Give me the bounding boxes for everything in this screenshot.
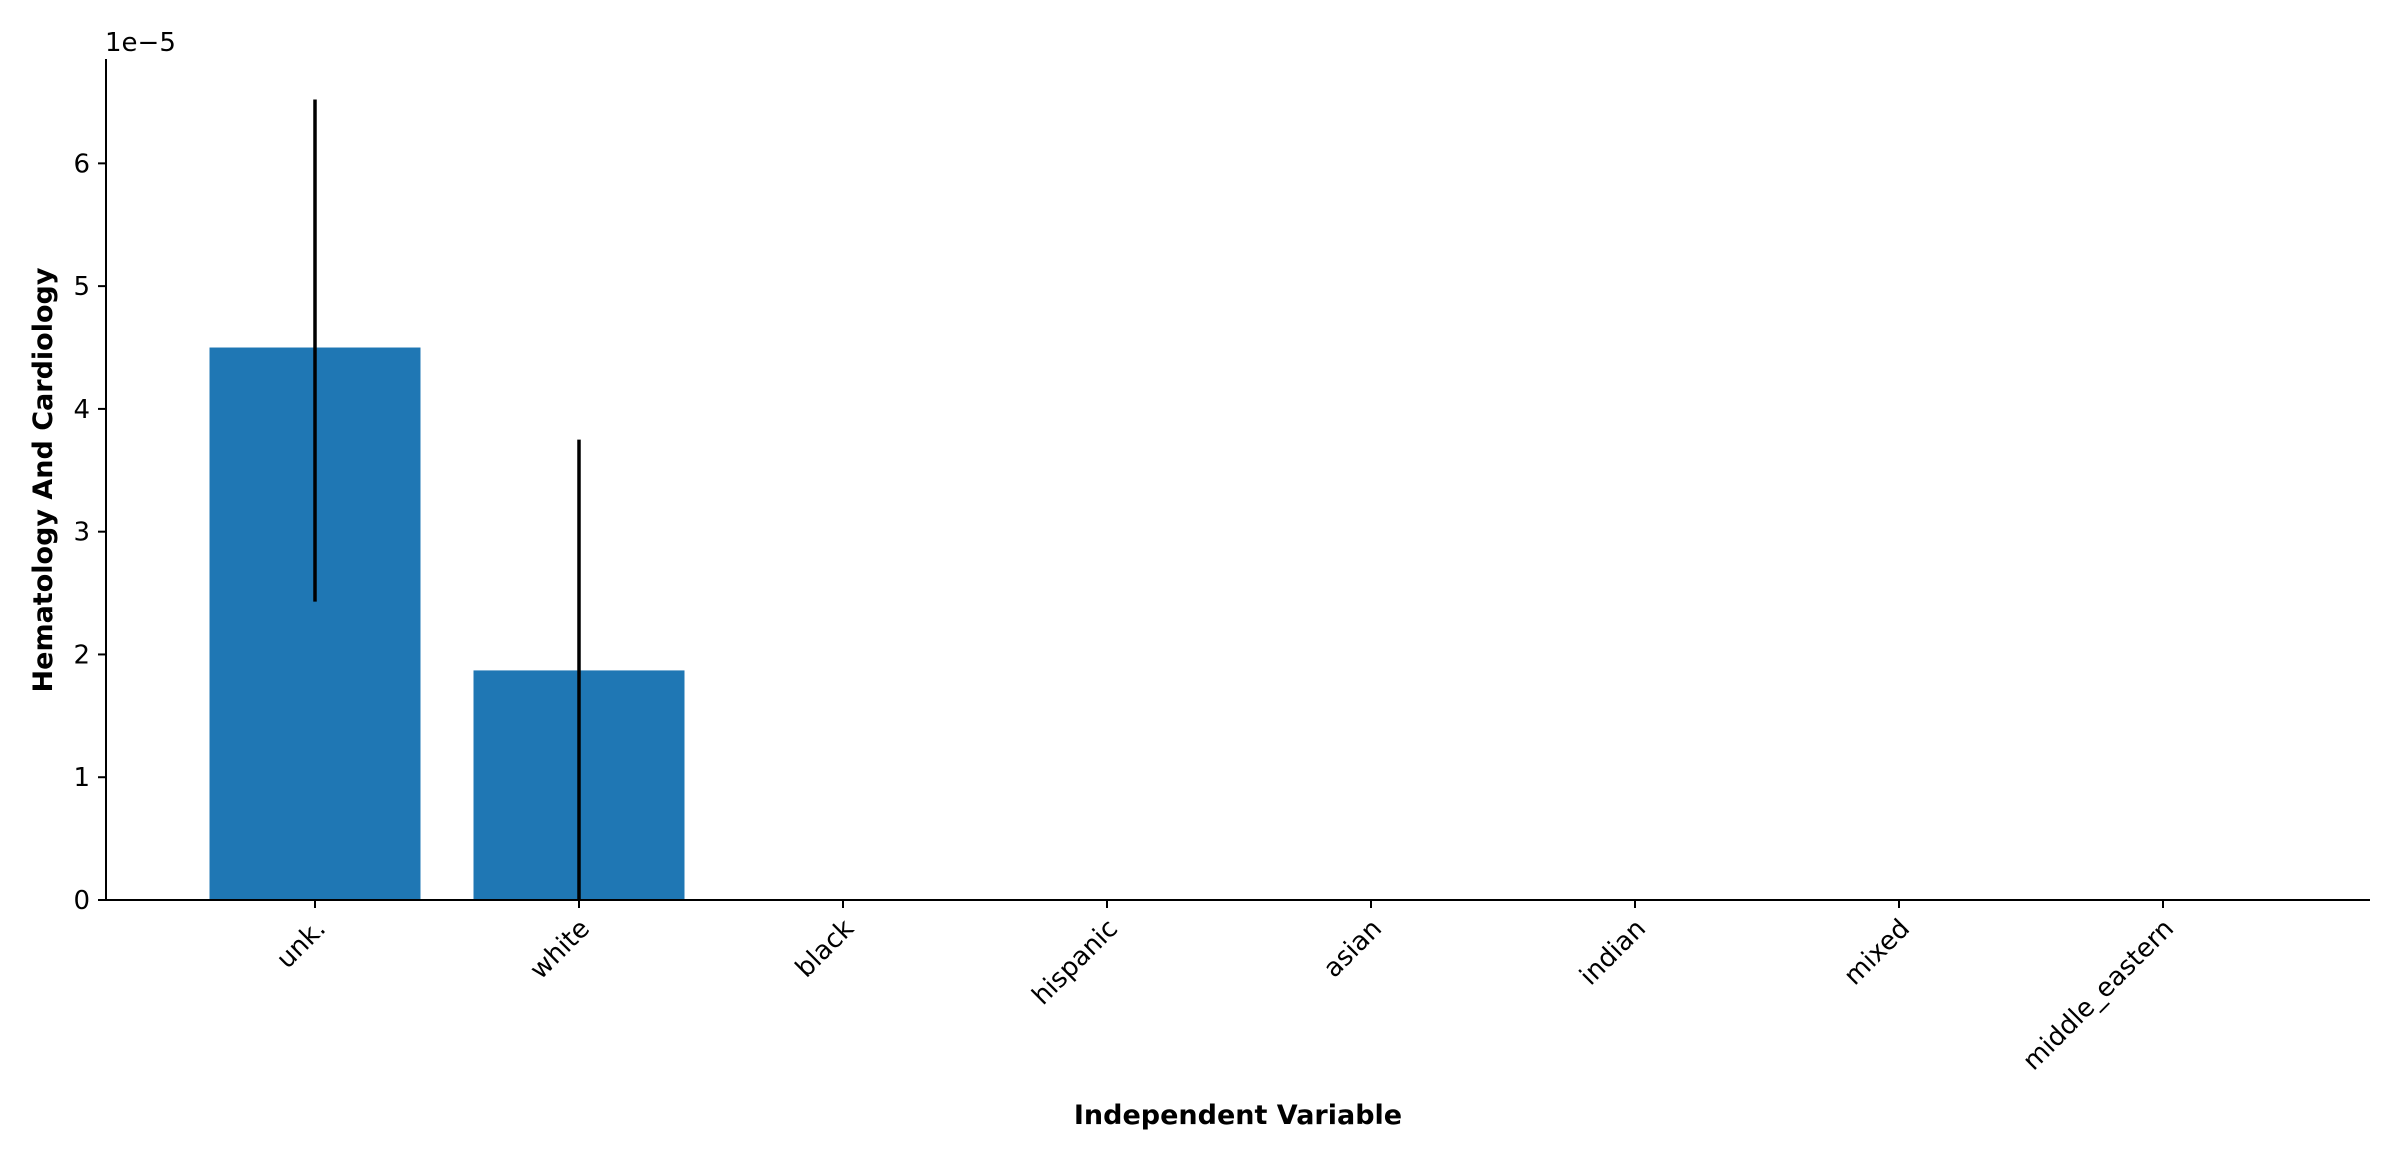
y-tick-label-4: 4 <box>73 395 90 425</box>
y-tick-label-1: 1 <box>73 763 90 793</box>
x-ticks-layer: unk. white black hispanic asian indian mixed mi… <box>271 900 2180 1076</box>
axes-layer <box>105 59 2370 901</box>
y-tick-label-6: 6 <box>73 149 90 179</box>
y-tick-label-5: 5 <box>73 272 90 302</box>
x-tick-label-1: white <box>524 914 596 986</box>
x-axis-title: Independent Variable <box>1074 1100 1402 1131</box>
y-axis-title: Hematology And Cardiology <box>28 267 59 692</box>
y-tick-label-2: 2 <box>73 640 90 670</box>
error-bars-layer <box>313 99 581 900</box>
x-tick-label-5: indian <box>1574 914 1652 992</box>
y-ticks-layer: 0 1 2 3 4 5 6 <box>73 149 106 916</box>
x-tick-label-2: black <box>790 914 860 984</box>
x-tick-label-6: mixed <box>1838 914 1916 992</box>
x-tick-label-7: middle_eastern <box>2017 914 2180 1077</box>
y-tick-label-0: 0 <box>73 886 90 916</box>
x-tick-label-4: asian <box>1318 914 1388 984</box>
bars-layer <box>209 347 685 900</box>
x-tick-label-0: unk. <box>271 914 332 975</box>
x-tick-label-3: hispanic <box>1027 914 1124 1011</box>
y-tick-label-3: 3 <box>73 518 90 548</box>
y-offset-label: 1e−5 <box>105 28 176 58</box>
